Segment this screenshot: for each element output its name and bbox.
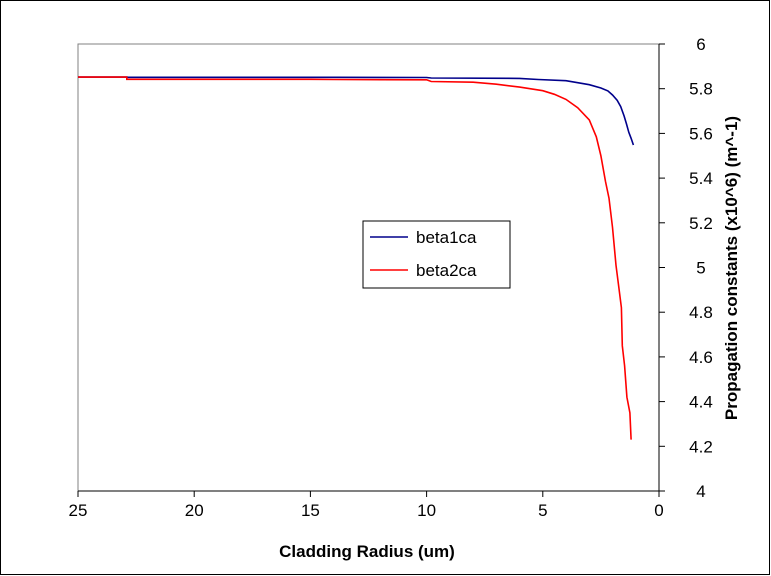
y-tick-label: 4.6 [689, 348, 713, 367]
y-tick-label: 4.8 [689, 303, 713, 322]
x-tick-label: 25 [69, 501, 88, 520]
y-tick-label: 5.4 [689, 169, 713, 188]
legend: beta1ca beta2ca [362, 220, 511, 289]
y-tick-label: 4.2 [689, 437, 713, 456]
legend-label-beta2ca: beta2ca [416, 261, 477, 280]
y-tick-label: 4 [696, 482, 705, 501]
series-line-beta1ca [78, 76, 635, 146]
series-line-beta2ca [78, 76, 632, 440]
y-axis-title: Propagation constants (x10^6) (m^-1) [722, 116, 741, 420]
y-tick-label: 4.4 [689, 393, 713, 412]
y-tick-label: 5.8 [689, 80, 713, 99]
y-tick-label: 5.6 [689, 124, 713, 143]
x-tick-label: 5 [538, 501, 547, 520]
y-tick-label: 5.2 [689, 214, 713, 233]
series-layer [78, 76, 635, 440]
x-tick-label: 15 [301, 501, 320, 520]
legend-label-beta1ca: beta1ca [416, 228, 477, 247]
x-axis-title: Cladding Radius (um) [279, 542, 455, 561]
y-tick-label: 5 [696, 259, 705, 278]
y-axis-ticks: 6 5.8 5.6 5.4 5.2 5 4.8 4.6 4.4 4.2 4 [659, 35, 713, 501]
x-axis-ticks: 25 20 15 10 5 0 [69, 491, 664, 520]
legend-box [362, 220, 511, 289]
x-tick-label: 0 [654, 501, 663, 520]
x-tick-label: 10 [417, 501, 436, 520]
x-tick-label: 20 [185, 501, 204, 520]
y-tick-label: 6 [696, 35, 705, 54]
